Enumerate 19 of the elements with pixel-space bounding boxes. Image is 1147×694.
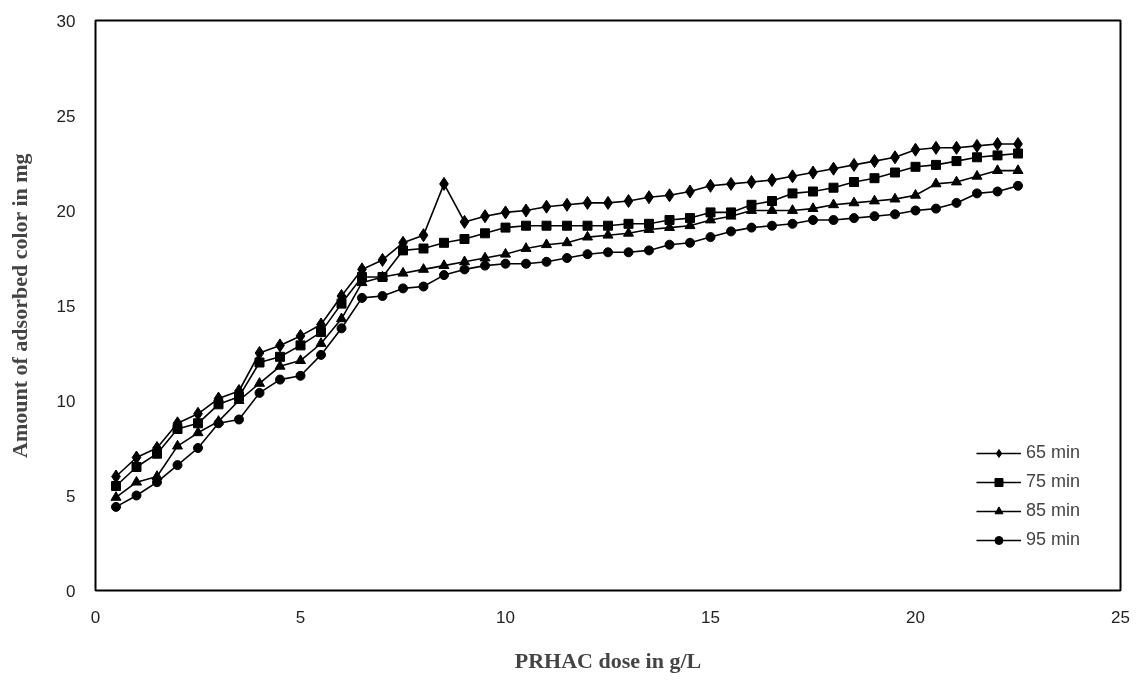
legend-label: 75 min — [1025, 471, 1080, 492]
legend-label: 95 min — [1025, 529, 1080, 550]
x-tick-label: 25 — [1111, 607, 1130, 627]
y-tick-label: 5 — [66, 486, 76, 506]
x-tick-label: 5 — [295, 607, 306, 627]
y-tick-label: 20 — [56, 201, 76, 221]
x-tick-label: 10 — [496, 607, 515, 627]
y-tick-label: 30 — [56, 11, 76, 31]
x-axis-title: PRHAC dose in g/L — [514, 647, 702, 673]
y-axis-title: Amount of adsorbed color in mg — [6, 153, 32, 458]
x-tick-label: 15 — [701, 607, 720, 627]
x-tick-label: 20 — [906, 607, 925, 627]
y-tick-label: 15 — [56, 296, 76, 316]
y-tick-label: 25 — [56, 106, 76, 126]
legend-label: 65 min — [1025, 442, 1080, 463]
y-tick-label: 10 — [56, 391, 76, 411]
legend-label: 85 min — [1025, 500, 1080, 521]
x-tick-label: 0 — [90, 607, 101, 627]
y-tick-label: 0 — [66, 581, 76, 601]
